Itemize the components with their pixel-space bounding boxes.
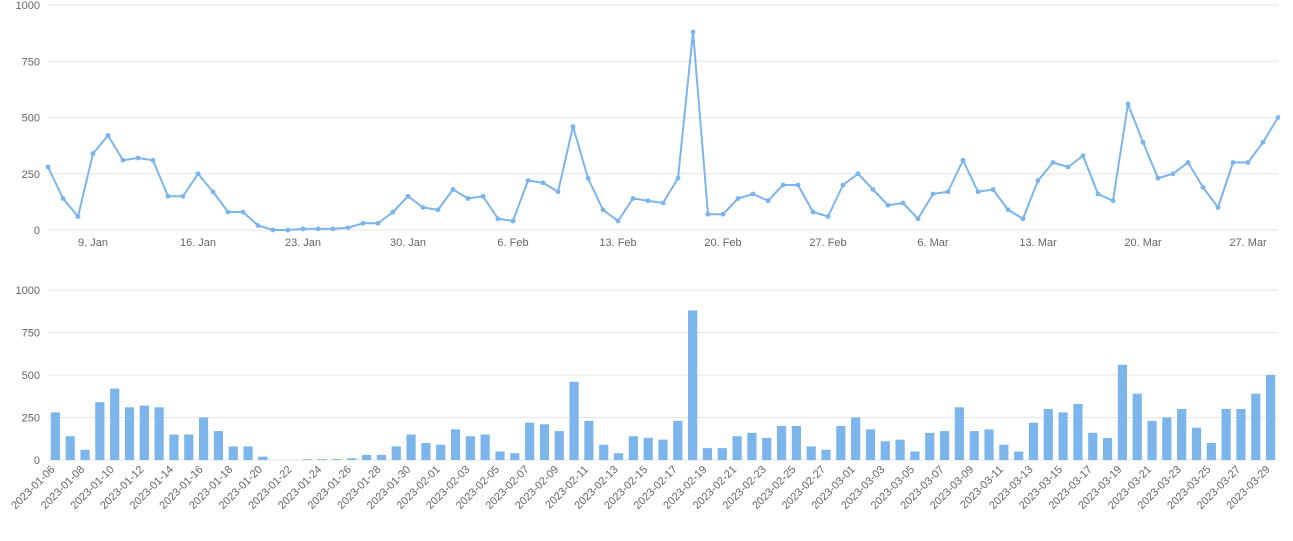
bar: [762, 438, 771, 460]
bar: [332, 459, 341, 460]
bar-chart-svg: 025050075010002023-01-062023-01-082023-0…: [0, 0, 1293, 541]
bar: [362, 455, 371, 460]
bar: [836, 426, 845, 460]
bar: [718, 448, 727, 460]
bar: [970, 431, 979, 460]
bar: [881, 441, 890, 460]
bar: [1222, 409, 1231, 460]
y-tick-label: 500: [22, 370, 40, 382]
bar: [925, 433, 934, 460]
bar: [821, 450, 830, 460]
y-tick-label: 0: [34, 455, 40, 467]
bar: [451, 429, 460, 460]
chart-container: 025050075010009. Jan16. Jan23. Jan30. Ja…: [0, 0, 1293, 541]
bar: [792, 426, 801, 460]
bar: [955, 407, 964, 460]
bar: [406, 435, 415, 461]
bar: [1029, 423, 1038, 460]
bar: [999, 445, 1008, 460]
bar: [421, 443, 430, 460]
bar: [510, 453, 519, 460]
bar: [66, 436, 75, 460]
bar: [540, 424, 549, 460]
bar: [673, 421, 682, 460]
bar: [51, 412, 60, 460]
bar: [525, 423, 534, 460]
bar: [984, 429, 993, 460]
bar: [1251, 394, 1260, 460]
bar: [110, 389, 119, 460]
bar: [1207, 443, 1216, 460]
bar: [1014, 452, 1023, 461]
y-tick-label: 250: [22, 413, 40, 425]
bar: [807, 446, 816, 460]
bar: [1088, 433, 1097, 460]
bar: [125, 407, 134, 460]
bar: [303, 459, 312, 460]
bar: [392, 446, 401, 460]
bar: [1103, 438, 1112, 460]
bar: [703, 448, 712, 460]
bar: [866, 429, 875, 460]
bar: [243, 446, 252, 460]
bar: [184, 435, 193, 461]
bar: [1162, 418, 1171, 461]
bar: [599, 445, 608, 460]
bar: [95, 402, 104, 460]
bar: [1133, 394, 1142, 460]
bar: [584, 421, 593, 460]
bar: [910, 452, 919, 461]
bar: [229, 446, 238, 460]
bar: [80, 450, 89, 460]
bar: [155, 407, 164, 460]
bar: [140, 406, 149, 460]
bar: [169, 435, 178, 461]
bar: [258, 457, 267, 460]
bar: [318, 459, 327, 460]
bar: [1147, 421, 1156, 460]
bar: [481, 435, 490, 461]
bar: [688, 310, 697, 460]
bar: [1236, 409, 1245, 460]
bar: [1118, 365, 1127, 460]
bar: [214, 431, 223, 460]
y-tick-label: 750: [22, 328, 40, 340]
bar: [851, 418, 860, 461]
bar: [555, 431, 564, 460]
bar: [1192, 428, 1201, 460]
bar: [1059, 412, 1068, 460]
bar: [347, 458, 356, 460]
bar: [436, 445, 445, 460]
bar: [1073, 404, 1082, 460]
bar: [733, 436, 742, 460]
bar: [1266, 375, 1275, 460]
bar: [1044, 409, 1053, 460]
bar: [658, 440, 667, 460]
bar: [629, 436, 638, 460]
y-tick-label: 1000: [16, 285, 40, 297]
bar: [614, 453, 623, 460]
bar: [747, 433, 756, 460]
bar: [777, 426, 786, 460]
bar: [495, 452, 504, 461]
bar: [199, 418, 208, 461]
bar-chart-panel: 025050075010002023-01-062023-01-082023-0…: [0, 0, 1293, 541]
bar: [896, 440, 905, 460]
bar: [569, 382, 578, 460]
bar: [644, 438, 653, 460]
bar: [377, 455, 386, 460]
bar: [466, 436, 475, 460]
bar: [1177, 409, 1186, 460]
bar: [940, 431, 949, 460]
